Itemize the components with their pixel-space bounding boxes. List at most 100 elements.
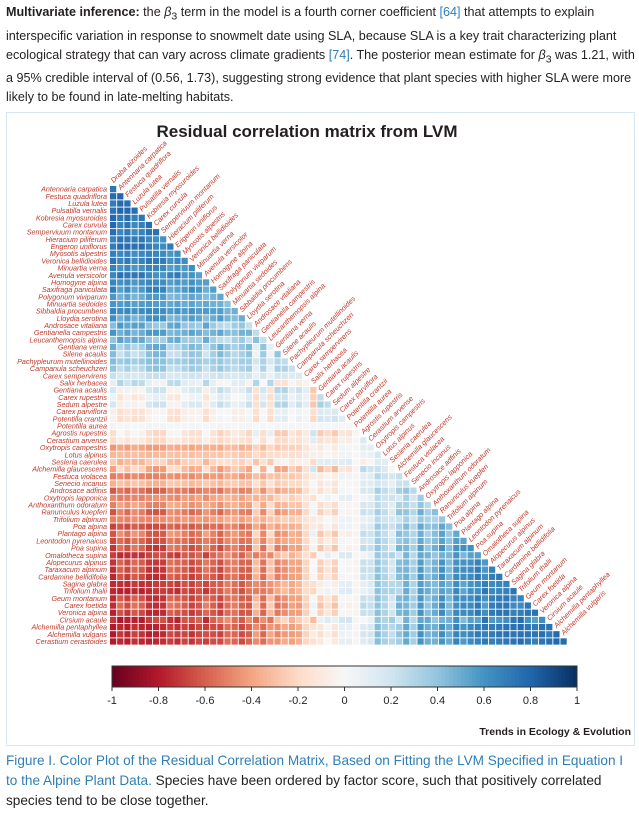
heatmap-cell xyxy=(345,444,353,451)
heatmap-cell xyxy=(410,616,417,624)
chart-title: Residual correlation matrix from LVM xyxy=(156,122,457,141)
heatmap-cell xyxy=(438,616,446,624)
row-label: Lloydia serotina xyxy=(57,314,107,323)
heatmap-cell xyxy=(324,509,331,516)
heatmap-cell xyxy=(295,588,303,595)
heatmap-cell xyxy=(217,573,224,580)
heatmap-cell xyxy=(124,200,131,207)
heatmap-cell xyxy=(152,372,160,379)
heatmap-cell xyxy=(188,451,195,458)
heatmap-cell xyxy=(245,552,253,559)
heatmap-cell xyxy=(331,623,338,631)
heatmap-cell xyxy=(453,552,460,559)
colorbar-step xyxy=(464,666,469,687)
colorbar-step xyxy=(282,666,287,687)
heatmap-cell xyxy=(238,523,245,530)
heatmap-cell xyxy=(403,631,410,638)
heatmap-cell xyxy=(310,394,317,401)
heatmap-cell xyxy=(396,588,403,595)
heatmap-cell xyxy=(431,573,438,580)
heatmap-cell xyxy=(331,523,338,530)
heatmap-cell xyxy=(410,494,417,502)
heatmap-cell xyxy=(274,415,281,423)
heatmap-cell xyxy=(310,487,317,494)
heatmap-cell xyxy=(424,588,431,595)
heatmap-cell xyxy=(188,322,195,329)
heatmap-cell xyxy=(195,509,203,516)
heatmap-cell xyxy=(295,523,303,530)
heatmap-cell xyxy=(131,458,138,466)
heatmap-cell xyxy=(345,552,353,559)
heatmap-cell xyxy=(152,494,160,502)
heatmap-cell xyxy=(317,616,324,624)
heatmap-cell xyxy=(446,638,453,645)
heatmap-cell xyxy=(110,480,117,487)
heatmap-cell xyxy=(331,638,338,645)
heatmap-cell xyxy=(245,609,253,616)
reference-link[interactable]: [64] xyxy=(439,5,461,19)
heatmap-cell xyxy=(117,372,124,379)
heatmap-cell xyxy=(274,444,281,451)
heatmap-cell xyxy=(152,545,160,552)
heatmap-cell xyxy=(174,351,181,358)
heatmap-cell xyxy=(124,466,131,473)
heatmap-cell xyxy=(274,523,281,530)
heatmap-cell xyxy=(324,494,331,502)
heatmap-cell xyxy=(124,243,131,250)
heatmap-cell xyxy=(110,559,117,566)
heatmap-cell xyxy=(117,214,124,221)
colorbar-step xyxy=(379,666,384,687)
heatmap-cell xyxy=(238,351,245,358)
heatmap-cell xyxy=(274,501,281,509)
heatmap-cell xyxy=(281,372,288,379)
heatmap-cell xyxy=(353,552,360,559)
heatmap-cell xyxy=(217,566,224,573)
colorbar-step xyxy=(267,666,272,687)
heatmap-cell xyxy=(253,509,260,516)
heatmap-cell xyxy=(331,509,338,516)
heatmap-cell xyxy=(388,473,396,480)
heatmap-cell xyxy=(288,552,295,559)
heatmap-cell xyxy=(181,623,188,631)
heatmap-cell xyxy=(496,602,503,609)
heatmap-cell xyxy=(195,530,203,537)
heatmap-cell xyxy=(360,473,367,480)
heatmap-cell xyxy=(110,221,117,229)
heatmap-cell xyxy=(195,430,203,437)
heatmap-cell xyxy=(481,623,489,631)
heatmap-cell xyxy=(124,487,131,494)
heatmap-cell xyxy=(310,559,317,566)
heatmap-cell xyxy=(238,509,245,516)
colorbar-step xyxy=(344,666,349,687)
heatmap-cell xyxy=(438,580,446,588)
colorbar-step xyxy=(290,666,295,687)
heatmap-cell xyxy=(460,616,467,624)
heatmap-cell xyxy=(174,509,181,516)
heatmap-cell xyxy=(160,372,167,379)
heatmap-cell xyxy=(460,566,467,573)
reference-link[interactable]: [74] xyxy=(328,47,350,62)
colorbar-step xyxy=(162,666,167,687)
heatmap-cell xyxy=(267,595,274,602)
heatmap-cell xyxy=(145,437,152,444)
heatmap-cell xyxy=(188,523,195,530)
heatmap-cell xyxy=(381,552,388,559)
heatmap-cell xyxy=(310,588,317,595)
heatmap-cell xyxy=(181,257,188,265)
heatmap-cell xyxy=(131,264,138,272)
heatmap-cell xyxy=(131,444,138,451)
heatmap-cell xyxy=(238,487,245,494)
heatmap-cell xyxy=(288,631,295,638)
caption-body: Species have been ordered by factor scor… xyxy=(6,773,602,808)
colorbar-step xyxy=(449,666,454,687)
heatmap-cell xyxy=(467,595,474,602)
heatmap-cell xyxy=(488,602,496,609)
heatmap-cell xyxy=(424,537,431,545)
heatmap-cell xyxy=(174,422,181,430)
heatmap-cell xyxy=(188,279,195,286)
heatmap-cell xyxy=(110,308,117,315)
heatmap-cell xyxy=(310,580,317,588)
heatmap-cell xyxy=(195,343,203,351)
heatmap-cell xyxy=(288,408,295,415)
heatmap-cell xyxy=(210,308,217,315)
